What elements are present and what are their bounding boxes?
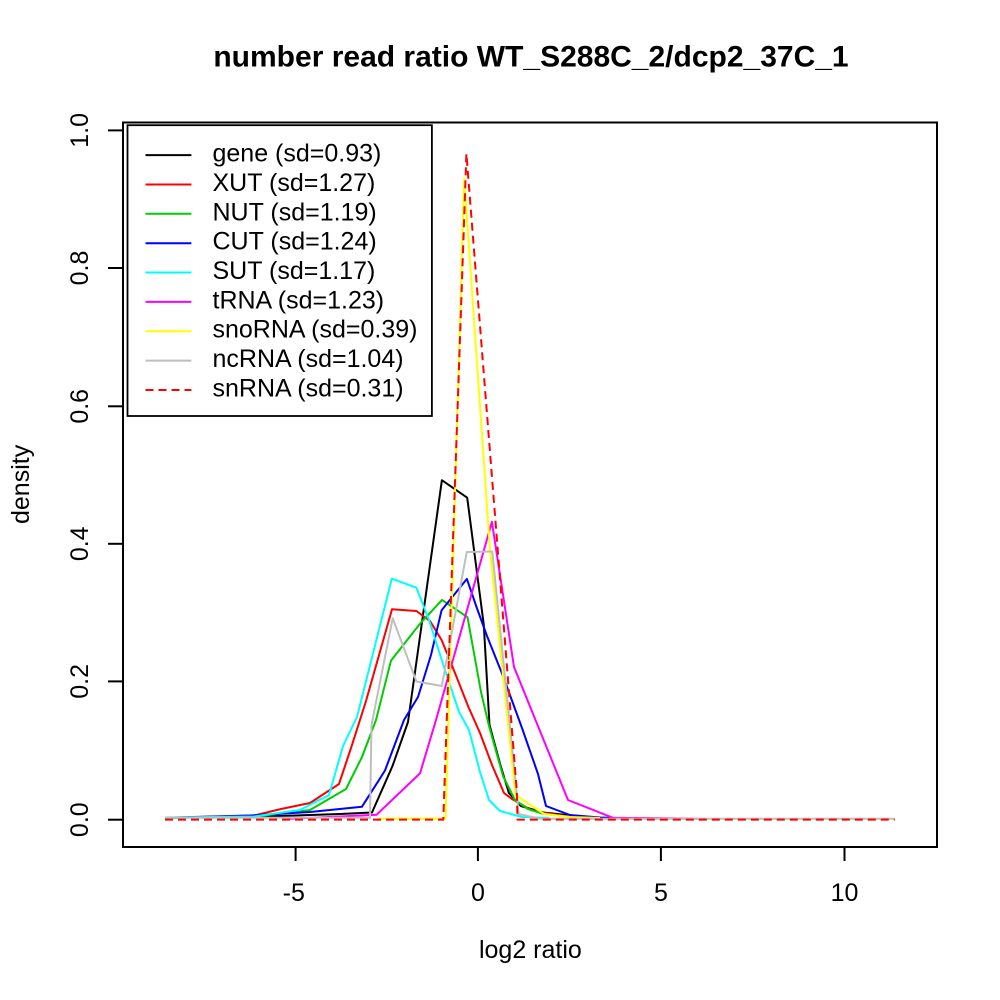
svg-text:1.0: 1.0 bbox=[66, 113, 94, 148]
svg-text:CUT (sd=1.24): CUT (sd=1.24) bbox=[213, 228, 377, 256]
svg-text:SUT (sd=1.17): SUT (sd=1.17) bbox=[213, 257, 376, 285]
svg-text:0.4: 0.4 bbox=[66, 526, 94, 561]
svg-text:10: 10 bbox=[831, 879, 859, 907]
svg-text:5: 5 bbox=[654, 879, 668, 907]
svg-text:ncRNA (sd=1.04): ncRNA (sd=1.04) bbox=[213, 345, 404, 373]
svg-text:snRNA (sd=0.31): snRNA (sd=0.31) bbox=[213, 375, 404, 403]
svg-text:log2 ratio: log2 ratio bbox=[479, 936, 582, 964]
svg-text:0.8: 0.8 bbox=[66, 251, 94, 286]
svg-text:0.0: 0.0 bbox=[66, 802, 94, 837]
svg-text:number read ratio WT_S288C_2/d: number read ratio WT_S288C_2/dcp2_37C_1 bbox=[213, 41, 848, 74]
svg-text:XUT (sd=1.27): XUT (sd=1.27) bbox=[213, 169, 376, 197]
svg-text:density: density bbox=[7, 444, 35, 524]
svg-text:gene (sd=0.93): gene (sd=0.93) bbox=[213, 140, 382, 168]
svg-text:tRNA (sd=1.23): tRNA (sd=1.23) bbox=[213, 286, 385, 314]
svg-text:snoRNA (sd=0.39): snoRNA (sd=0.39) bbox=[213, 316, 418, 344]
svg-text:-5: -5 bbox=[283, 879, 305, 907]
svg-text:0.2: 0.2 bbox=[66, 664, 94, 699]
svg-text:0: 0 bbox=[471, 879, 485, 907]
svg-text:NUT (sd=1.19): NUT (sd=1.19) bbox=[213, 198, 377, 226]
svg-text:0.6: 0.6 bbox=[66, 389, 94, 424]
